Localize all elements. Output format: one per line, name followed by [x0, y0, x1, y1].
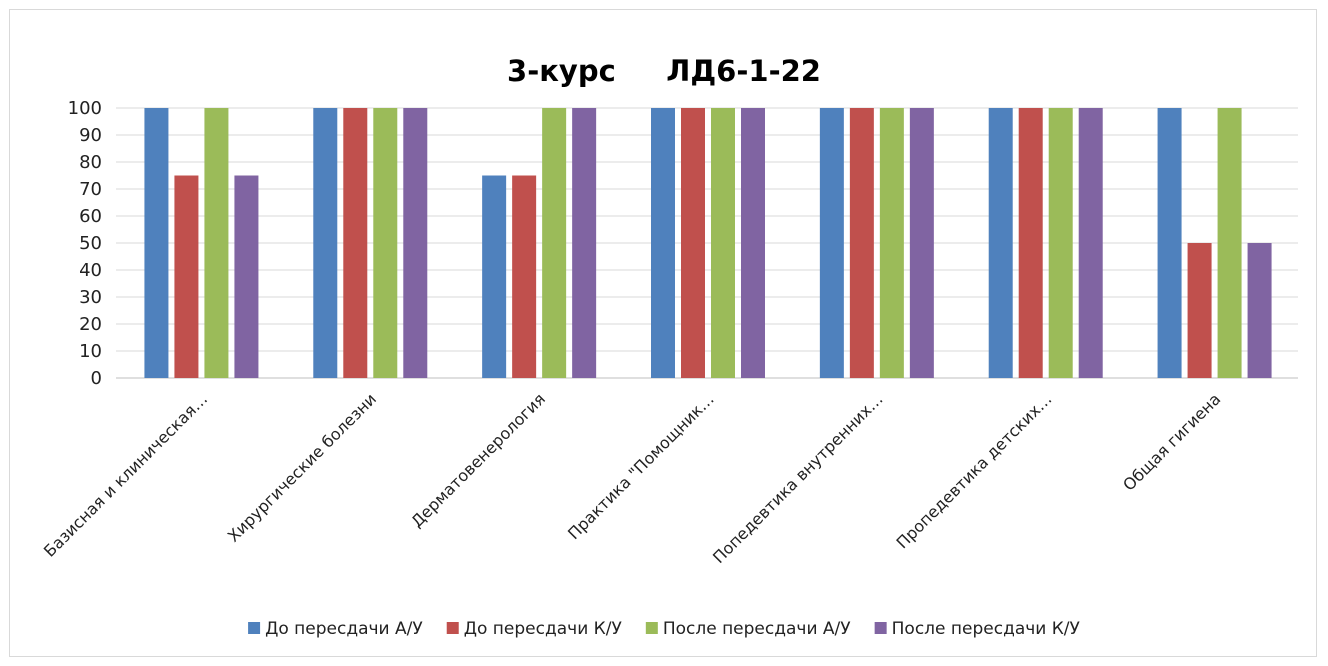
- legend-label: До пересдачи А/У: [265, 619, 423, 639]
- bar: [512, 175, 537, 378]
- y-tick-label: 20: [79, 314, 102, 335]
- bar: [144, 108, 169, 378]
- bar: [988, 108, 1013, 378]
- bar: [1078, 108, 1103, 378]
- category-label: Хирургические болезни: [224, 389, 380, 545]
- legend-label: После пересдачи А/У: [663, 619, 851, 639]
- y-tick-label: 50: [79, 233, 102, 254]
- bar: [313, 108, 338, 378]
- bar: [651, 108, 675, 378]
- bar: [1247, 243, 1272, 378]
- bar: [1187, 243, 1212, 378]
- bar: [879, 108, 904, 378]
- legend: До пересдачи А/У До пересдачи К/У После пе…: [248, 619, 1081, 639]
- bar: [681, 108, 705, 378]
- y-tick-label: 40: [79, 260, 102, 281]
- bars: [144, 108, 1272, 378]
- bar: [234, 175, 259, 378]
- legend-swatch: [645, 622, 658, 634]
- y-tick-label: 0: [91, 368, 102, 389]
- legend-swatch: [874, 622, 887, 634]
- bar: [343, 108, 368, 378]
- category-label: Попедевтика внутренних…: [709, 389, 887, 567]
- bar: [711, 108, 735, 378]
- legend-label: До пересдачи К/У: [464, 619, 623, 639]
- legend-swatch: [248, 622, 261, 634]
- bar: [741, 108, 765, 378]
- bar: [1157, 108, 1182, 378]
- y-tick-label: 90: [79, 125, 102, 146]
- category-label: Пропедевтика детских…: [893, 389, 1056, 552]
- gridlines: [116, 107, 1298, 379]
- bar: [403, 108, 428, 378]
- bar: [819, 108, 844, 378]
- bar: [1217, 108, 1242, 378]
- bar: [1018, 108, 1043, 378]
- bar: [1048, 108, 1073, 378]
- chart-title: 3-курс ЛД6-1-22: [507, 54, 821, 88]
- category-label: Дерматовенерология: [407, 389, 549, 531]
- y-tick-label: 80: [79, 152, 102, 173]
- legend-label: После пересдачи К/У: [892, 619, 1081, 639]
- category-label: Базисная и клиническая…: [40, 389, 211, 560]
- bar: [542, 108, 567, 378]
- bar: [174, 175, 199, 378]
- y-tick-label: 70: [79, 179, 102, 200]
- bar: [482, 175, 507, 378]
- bar: [204, 108, 229, 378]
- y-tick-label: 60: [79, 206, 102, 227]
- chart-area: 3-курс ЛД6-1-22 0 10 20 30 40 50 60 70 80 90 100 Ба…: [9, 9, 1317, 657]
- bar: [373, 108, 398, 378]
- bar-chart: 0 10 20 30 40 50 60 70 80 90 100 Базисная и клиниче…: [40, 98, 1298, 639]
- category-label: Практика "Помощник…: [564, 389, 718, 543]
- legend-swatch: [446, 622, 459, 634]
- y-tick-label: 10: [79, 341, 102, 362]
- bar: [572, 108, 597, 378]
- y-tick-label: 30: [79, 287, 102, 308]
- y-tick-label: 100: [68, 98, 102, 119]
- bar: [849, 108, 874, 378]
- category-label: Общая гигиена: [1119, 389, 1224, 494]
- bar: [909, 108, 934, 378]
